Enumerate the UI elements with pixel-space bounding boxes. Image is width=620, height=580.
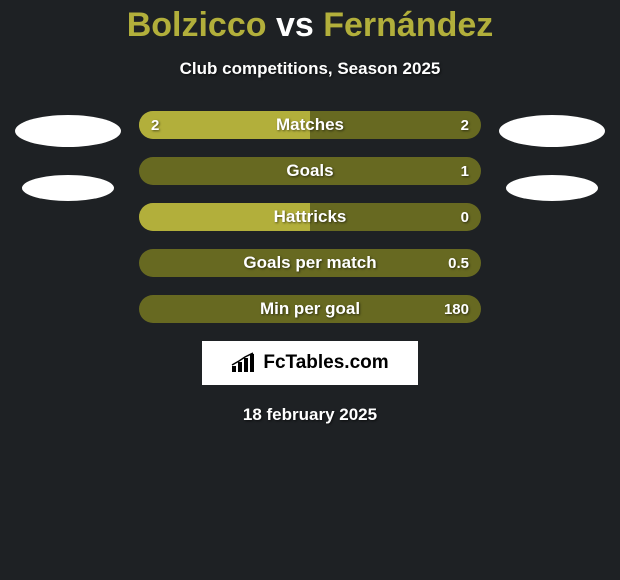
stat-label: Hattricks [139,203,481,231]
stat-bar: 2Matches2 [139,111,481,139]
bar-chart-icon [231,352,257,374]
player-b-name: Fernández [323,6,493,44]
page-title: Bolzicco vs Fernández [127,0,494,45]
avatar-right-2 [506,175,598,201]
footer-logo-text: FcTables.com [263,352,388,374]
comparison-row: 2Matches2 Goals1 Hattricks0 Goals per match… [0,111,620,323]
footer-logo: FcTables.com [202,341,418,385]
avatar-col-left [15,111,121,201]
stat-label: Matches [139,111,481,139]
stat-bars: 2Matches2 Goals1 Hattricks0 Goals per match… [139,111,481,323]
stat-bar: Hattricks0 [139,203,481,231]
stat-bar: Min per goal180 [139,295,481,323]
stat-bar: Goals1 [139,157,481,185]
avatar-left-2 [22,175,114,201]
stat-value-right: 0.5 [448,249,469,277]
stat-value-right: 0 [461,203,469,231]
stat-value-right: 180 [444,295,469,323]
stat-value-right: 1 [461,157,469,185]
stat-value-right: 2 [461,111,469,139]
stat-label: Goals [139,157,481,185]
vs-text: vs [267,6,324,44]
footer-date: 18 february 2025 [243,405,377,425]
avatar-right-1 [499,115,605,147]
avatar-col-right [499,111,605,201]
subtitle: Club competitions, Season 2025 [180,59,441,79]
stat-bar: Goals per match0.5 [139,249,481,277]
player-a-name: Bolzicco [127,6,267,44]
stat-label: Goals per match [139,249,481,277]
avatar-left-1 [15,115,121,147]
stat-label: Min per goal [139,295,481,323]
root: Bolzicco vs Fernández Club competitions,… [0,0,620,425]
